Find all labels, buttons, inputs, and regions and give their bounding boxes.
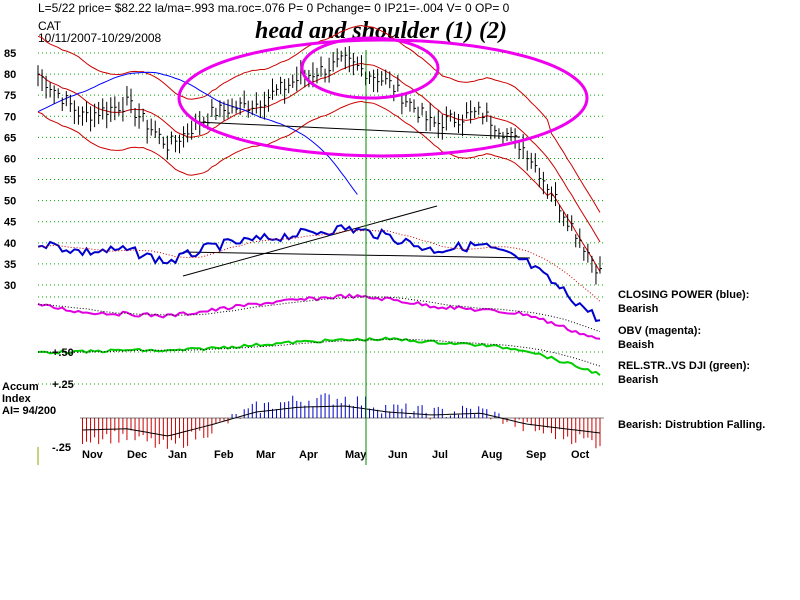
lower-band — [37, 100, 601, 272]
accum-label: Accum Index AI= 94/200 — [2, 381, 56, 417]
rel-str-status: Bearish — [618, 374, 659, 386]
cp-neckline — [182, 251, 531, 259]
month-label: Mar — [256, 449, 276, 461]
date-range-label: 10/11/2007-10/29/2008 — [38, 31, 162, 45]
stats-line: L=5/22 price= $82.22 la/ma=.993 ma.roc=.… — [38, 1, 510, 15]
head-ellipse-small — [300, 36, 440, 100]
price-tick-label: 65 — [4, 132, 16, 144]
price-tick-label: 35 — [4, 259, 16, 271]
closing-power-line — [37, 224, 601, 323]
month-label: Sep — [526, 449, 546, 461]
symbol-label: CAT — [38, 19, 62, 33]
accum-tick-label: +.50 — [52, 347, 74, 359]
accum-tick-label: -.25 — [52, 442, 71, 454]
month-label: May — [345, 449, 367, 461]
closing-power-ma — [37, 229, 601, 302]
month-label: Dec — [127, 449, 147, 461]
price-tick-label: 80 — [4, 69, 16, 81]
closing-power-series — [37, 224, 601, 323]
long-moving-average — [37, 71, 358, 195]
rel-strength-ma — [37, 338, 601, 367]
month-label: Feb — [214, 449, 234, 461]
rel-str-note: REL.STR..VS DJI (green): Bearish — [618, 359, 750, 387]
price-bars — [37, 46, 602, 285]
price-tick-label: 85 — [4, 48, 16, 60]
rel-strength-series — [37, 336, 601, 376]
closing-power-note: CLOSING POWER (blue): Bearish — [618, 288, 749, 316]
price-tick-label: 75 — [4, 90, 16, 102]
price-tick-label: 70 — [4, 111, 16, 123]
accum-axis-labels: +.50 +.25 -.25 — [52, 347, 74, 454]
price-tick-label: 60 — [4, 153, 16, 165]
month-label: Jun — [388, 449, 408, 461]
month-axis-labels: Nov Dec Jan Feb Mar Apr May Jun Jul Aug Sep Oct — [82, 449, 590, 461]
neckline — [195, 121, 521, 138]
month-label: Nov — [82, 449, 104, 461]
month-label: Jul — [432, 449, 448, 461]
rel-str-title: REL.STR..VS DJI (green): — [618, 360, 751, 372]
accum-note: Bearish: Distrubtion Falling. — [618, 418, 765, 432]
price-tick-label: 50 — [4, 196, 16, 208]
rel-strength-line — [37, 336, 601, 376]
obv-line — [37, 293, 601, 340]
price-tick-label: 55 — [4, 175, 16, 187]
month-label: Jan — [168, 449, 187, 461]
accum-label-line2: Index — [2, 393, 31, 405]
accum-ma-line — [82, 405, 601, 437]
obv-note: OBV (magenta): Beaish — [618, 324, 701, 352]
middle-band — [37, 62, 601, 243]
price-axis-labels: 85 80 75 70 65 60 55 50 45 40 35 30 — [4, 48, 16, 292]
accum-tick-label: +.25 — [52, 379, 74, 391]
obv-title: OBV (magenta): — [618, 325, 702, 337]
accum-label-line3: AI= 94/200 — [2, 405, 57, 417]
closing-power-title: CLOSING POWER (blue): — [618, 289, 750, 301]
moving-average-lines — [37, 71, 358, 195]
accum-label-line1: Accum — [2, 381, 39, 393]
obv-series — [37, 293, 601, 340]
price-tick-label: 30 — [4, 280, 16, 292]
cp-uptrend-line — [182, 205, 438, 277]
obv-ma — [37, 296, 601, 332]
bollinger-bands — [37, 24, 601, 272]
month-label: Oct — [571, 449, 590, 461]
price-tick-label: 40 — [4, 238, 16, 250]
price-tick-label: 45 — [4, 217, 16, 229]
accum-index-histogram — [80, 393, 604, 449]
month-label: Apr — [299, 449, 319, 461]
trend-lines — [182, 121, 531, 277]
accum-note-title: Bearish: Distrubtion Falling. — [618, 419, 766, 431]
month-label: Aug — [481, 449, 502, 461]
obv-status: Beaish — [618, 339, 655, 351]
closing-power-status: Bearish — [618, 303, 659, 315]
